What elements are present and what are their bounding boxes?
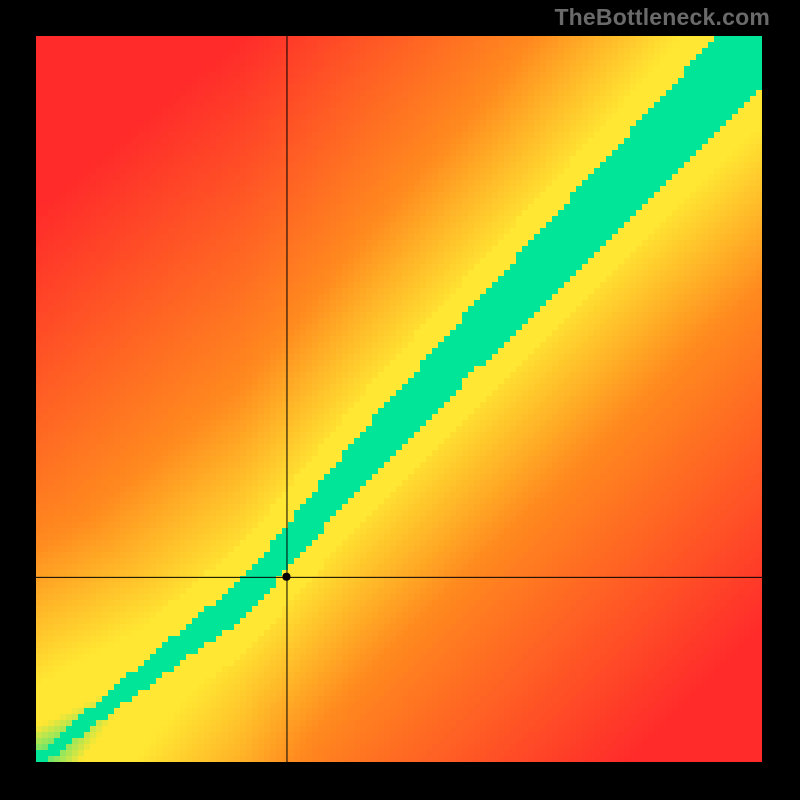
- heatmap-canvas: [36, 36, 762, 762]
- plot-area: [36, 36, 762, 762]
- attribution-label: TheBottleneck.com: [554, 4, 770, 31]
- chart-container: TheBottleneck.com: [0, 0, 800, 800]
